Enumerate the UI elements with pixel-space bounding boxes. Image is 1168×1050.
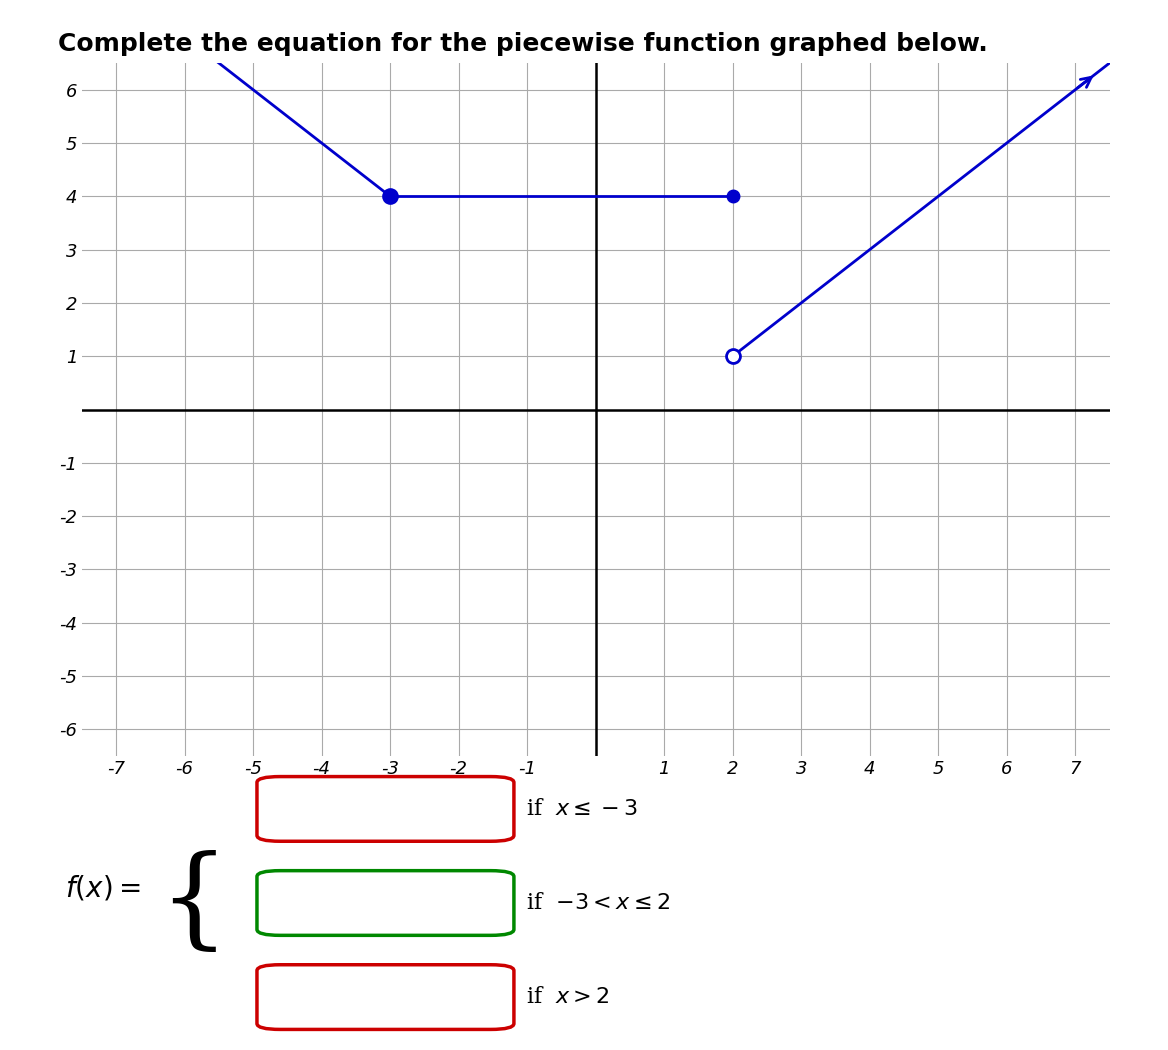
Text: $2x+1$: $2x+1$ xyxy=(327,986,396,1008)
Text: $4$: $4$ xyxy=(327,892,342,914)
Text: Complete the equation for the piecewise function graphed below.: Complete the equation for the piecewise … xyxy=(58,32,988,56)
Text: if  $x \leq -3$: if $x \leq -3$ xyxy=(526,798,638,820)
Text: ✕: ✕ xyxy=(453,799,470,818)
Text: {: { xyxy=(158,849,229,957)
Text: $-x+1$: $-x+1$ xyxy=(327,798,401,820)
Text: if  $-3 < x \leq 2$: if $-3 < x \leq 2$ xyxy=(526,892,669,914)
FancyBboxPatch shape xyxy=(257,870,514,936)
Text: if  $x > 2$: if $x > 2$ xyxy=(526,986,610,1008)
Text: $f(x) =$: $f(x) =$ xyxy=(64,874,140,903)
Text: ✓: ✓ xyxy=(453,894,470,912)
FancyBboxPatch shape xyxy=(257,965,514,1029)
FancyBboxPatch shape xyxy=(257,777,514,841)
Text: ✕: ✕ xyxy=(453,988,470,1007)
